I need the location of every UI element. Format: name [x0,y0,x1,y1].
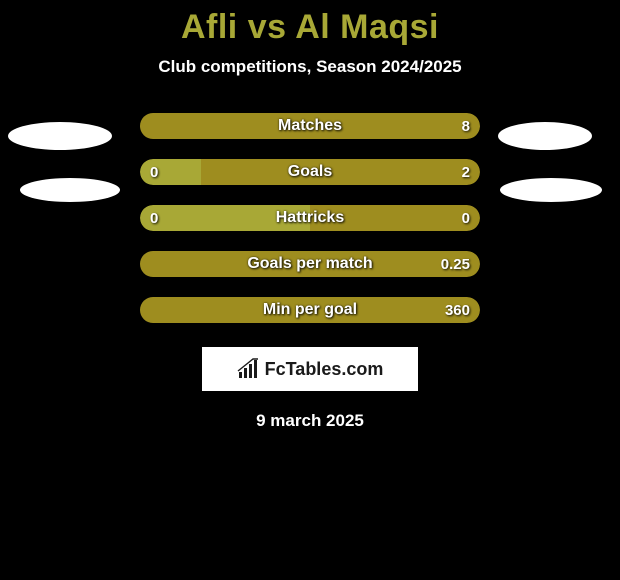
bar-label: Hattricks [140,205,480,231]
bar-label: Min per goal [140,297,480,323]
bar-label: Goals per match [140,251,480,277]
bar-matches: Matches 8 [140,113,480,139]
badge-left-placeholder [20,178,120,202]
bar-right-value: 8 [462,113,470,139]
bar-right-value: 360 [445,297,470,323]
page-title: Afli vs Al Maqsi [181,8,439,47]
brand-badge: FcTables.com [202,347,418,391]
bar-label: Goals [140,159,480,185]
badge-right-placeholder [500,178,602,202]
brand-text: FcTables.com [265,359,384,380]
bar-hattricks: 0 Hattricks 0 [140,205,480,231]
comparison-infographic: Afli vs Al Maqsi Club competitions, Seas… [0,0,620,580]
team-logo-right-placeholder [498,122,592,150]
bar-right-value: 2 [462,159,470,185]
bar-goals: 0 Goals 2 [140,159,480,185]
bar-min-per-goal: Min per goal 360 [140,297,480,323]
date-label: 9 march 2025 [256,411,364,431]
stats-bars: Matches 8 0 Goals 2 0 Hattricks 0 Goals … [140,113,480,323]
bar-right-value: 0.25 [441,251,470,277]
bar-label: Matches [140,113,480,139]
team-logo-left-placeholder [8,122,112,150]
bar-right-value: 0 [462,205,470,231]
chart-icon [237,358,261,380]
bar-goals-per-match: Goals per match 0.25 [140,251,480,277]
page-subtitle: Club competitions, Season 2024/2025 [158,57,461,77]
